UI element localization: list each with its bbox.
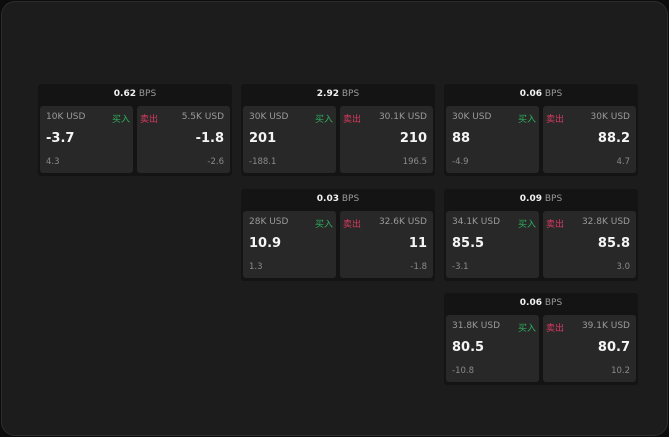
spread-value: 0.06 xyxy=(519,89,542,99)
buy-label: 买入 xyxy=(517,220,536,230)
bid-price: -3.7 xyxy=(46,131,75,146)
sell-cell[interactable]: 卖出 30.1K USD 210 196.5 xyxy=(340,106,433,173)
quote-card: 0.09 BPS 34.1K USD 买入 85.5 -3.1 卖出 32.8K… xyxy=(444,189,638,281)
bid-change: -10.8 xyxy=(452,366,474,376)
sell-label: 卖出 xyxy=(343,115,362,125)
spread-value: 0.03 xyxy=(316,194,339,204)
buy-label: 买入 xyxy=(517,115,536,125)
buy-cell[interactable]: 30K USD 买入 201 -188.1 xyxy=(243,106,336,173)
ask-price: 80.7 xyxy=(597,340,630,355)
bid-size: 31.8K USD xyxy=(452,321,501,331)
spread-unit: BPS xyxy=(544,194,563,204)
bid-change: -4.9 xyxy=(452,157,469,167)
bid-change: -188.1 xyxy=(249,157,277,167)
bid-price: 10.9 xyxy=(249,236,282,251)
ask-change: 10.2 xyxy=(611,366,630,376)
sell-cell[interactable]: 卖出 5.5K USD -1.8 -2.6 xyxy=(137,106,230,173)
ask-size: 30K USD xyxy=(590,112,630,122)
spread-unit: BPS xyxy=(341,89,360,99)
sell-label: 卖出 xyxy=(140,115,159,125)
ask-change: 4.7 xyxy=(616,157,630,167)
spread-value: 0.62 xyxy=(113,89,136,99)
ask-change: -1.8 xyxy=(410,262,427,272)
buy-cell[interactable]: 10K USD 买入 -3.7 4.3 xyxy=(40,106,133,173)
bid-size: 28K USD xyxy=(249,217,289,227)
quote-card: 0.62 BPS 10K USD 买入 -3.7 4.3 卖出 5.5K USD… xyxy=(38,84,232,176)
sell-cell[interactable]: 卖出 32.8K USD 85.8 3.0 xyxy=(543,211,636,278)
ask-price: 85.8 xyxy=(597,236,630,251)
buy-label: 买入 xyxy=(314,115,333,125)
bid-size: 30K USD xyxy=(249,112,289,122)
sell-label: 卖出 xyxy=(343,220,362,230)
buy-label: 买入 xyxy=(314,220,333,230)
buy-label: 买入 xyxy=(111,115,130,125)
bid-size: 34.1K USD xyxy=(452,217,501,227)
bid-size: 30K USD xyxy=(452,112,492,122)
quote-card: 0.03 BPS 28K USD 买入 10.9 1.3 卖出 32.6K US… xyxy=(241,189,435,281)
ask-change: -2.6 xyxy=(207,157,224,167)
quote-card: 0.06 BPS 31.8K USD 买入 80.5 -10.8 卖出 39.1… xyxy=(444,293,638,385)
sell-cell[interactable]: 卖出 32.6K USD 11 -1.8 xyxy=(340,211,433,278)
bid-change: 1.3 xyxy=(249,262,263,272)
quote-card: 2.92 BPS 30K USD 买入 201 -188.1 卖出 30.1K … xyxy=(241,84,435,176)
ask-change: 3.0 xyxy=(616,262,630,272)
ask-change: 196.5 xyxy=(402,157,427,167)
buy-cell[interactable]: 34.1K USD 买入 85.5 -3.1 xyxy=(446,211,539,278)
bid-price: 201 xyxy=(249,131,277,146)
spread-unit: BPS xyxy=(138,89,157,99)
ask-size: 39.1K USD xyxy=(581,321,630,331)
ask-price: -1.8 xyxy=(195,131,224,146)
spread-unit: BPS xyxy=(341,194,360,204)
ask-size: 5.5K USD xyxy=(181,112,224,122)
sell-cell[interactable]: 卖出 30K USD 88.2 4.7 xyxy=(543,106,636,173)
spread-header: 0.06 BPS xyxy=(444,293,638,314)
ask-size: 32.8K USD xyxy=(581,217,630,227)
spread-header: 0.06 BPS xyxy=(444,84,638,105)
bid-change: 4.3 xyxy=(46,157,60,167)
spread-value: 0.09 xyxy=(519,194,542,204)
bid-price: 88 xyxy=(452,131,471,146)
spread-header: 0.09 BPS xyxy=(444,189,638,210)
sell-cell[interactable]: 卖出 39.1K USD 80.7 10.2 xyxy=(543,315,636,382)
bid-price: 80.5 xyxy=(452,340,485,355)
ask-size: 32.6K USD xyxy=(378,217,427,227)
spread-value: 2.92 xyxy=(316,89,339,99)
quote-card: 0.06 BPS 30K USD 买入 88 -4.9 卖出 30K USD 8… xyxy=(444,84,638,176)
buy-label: 买入 xyxy=(517,324,536,334)
buy-cell[interactable]: 28K USD 买入 10.9 1.3 xyxy=(243,211,336,278)
spread-header: 2.92 BPS xyxy=(241,84,435,105)
sell-label: 卖出 xyxy=(546,220,565,230)
sell-label: 卖出 xyxy=(546,115,565,125)
ask-price: 11 xyxy=(408,236,427,251)
buy-cell[interactable]: 30K USD 买入 88 -4.9 xyxy=(446,106,539,173)
ask-price: 210 xyxy=(399,131,427,146)
ask-price: 88.2 xyxy=(597,131,630,146)
spread-header: 0.03 BPS xyxy=(241,189,435,210)
spread-unit: BPS xyxy=(544,89,563,99)
buy-cell[interactable]: 31.8K USD 买入 80.5 -10.8 xyxy=(446,315,539,382)
bid-price: 85.5 xyxy=(452,236,485,251)
spread-unit: BPS xyxy=(544,298,563,308)
spread-header: 0.62 BPS xyxy=(38,84,232,105)
ask-size: 30.1K USD xyxy=(378,112,427,122)
spread-value: 0.06 xyxy=(519,298,542,308)
sell-label: 卖出 xyxy=(546,324,565,334)
bid-change: -3.1 xyxy=(452,262,469,272)
bid-size: 10K USD xyxy=(46,112,86,122)
